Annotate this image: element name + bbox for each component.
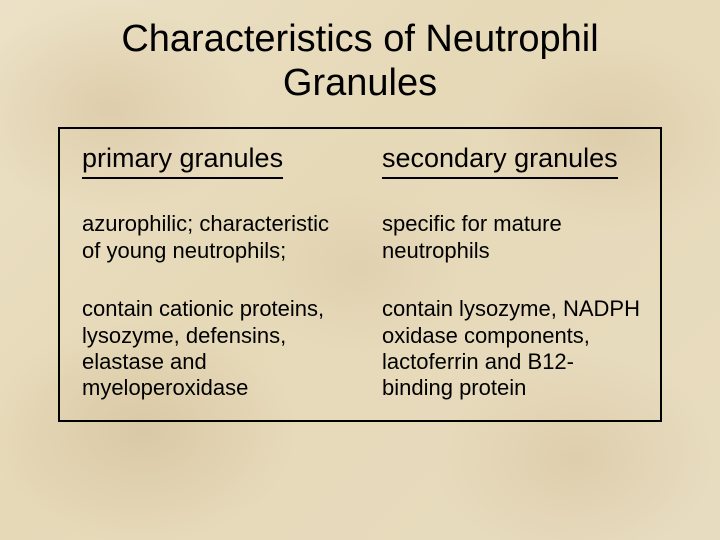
content-box: primary granules secondary granules azur… (58, 127, 662, 421)
column-header-primary: primary granules (82, 143, 283, 179)
cell-text: contain lysozyme, NADPH oxidase componen… (382, 296, 642, 402)
slide-title: Characteristics of Neutrophil Granules (50, 18, 670, 105)
comparison-table: primary granules secondary granules azur… (60, 129, 660, 419)
table-row: contain cationic proteins, lysozyme, def… (60, 282, 660, 420)
cell-text: contain cationic proteins, lysozyme, def… (82, 296, 342, 402)
table-cell: contain lysozyme, NADPH oxidase componen… (360, 282, 660, 420)
cell-text: specific for mature neutrophils (382, 211, 642, 264)
table-row: azurophilic; characteristic of young neu… (60, 197, 660, 282)
table-cell: azurophilic; characteristic of young neu… (60, 197, 360, 282)
table-cell: contain cationic proteins, lysozyme, def… (60, 282, 360, 420)
table-header-cell: primary granules (60, 129, 360, 197)
slide: Characteristics of Neutrophil Granules p… (0, 0, 720, 540)
cell-text: azurophilic; characteristic of young neu… (82, 211, 342, 264)
column-header-secondary: secondary granules (382, 143, 618, 179)
table-header-row: primary granules secondary granules (60, 129, 660, 197)
table-header-cell: secondary granules (360, 129, 660, 197)
table-cell: specific for mature neutrophils (360, 197, 660, 282)
